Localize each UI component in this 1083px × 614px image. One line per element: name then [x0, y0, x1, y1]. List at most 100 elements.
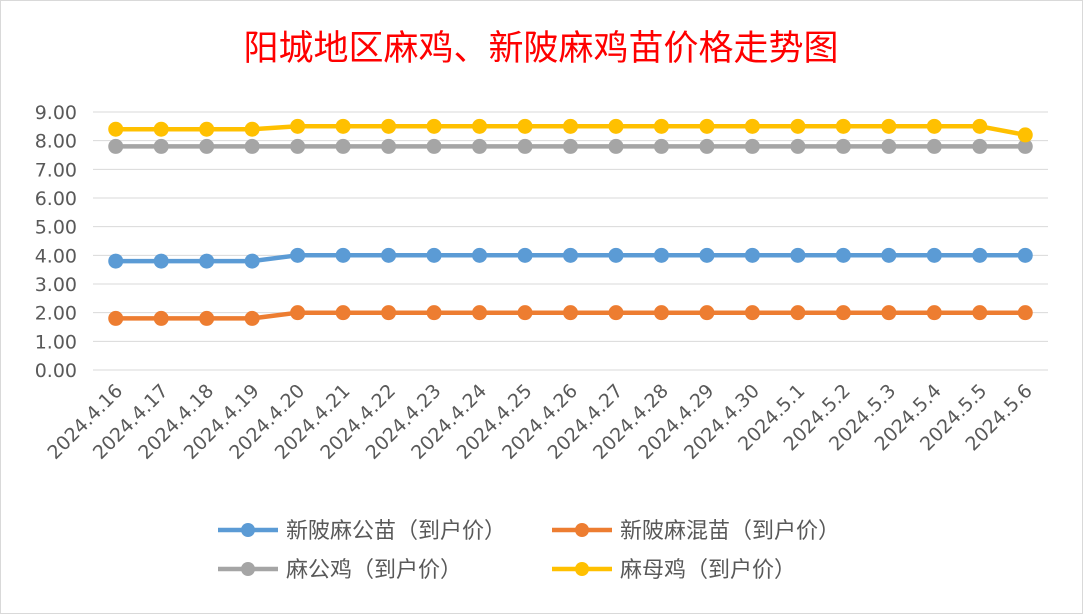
data-point: [1017, 127, 1033, 143]
y-tick-label: 7.00: [35, 159, 77, 181]
data-point: [835, 138, 851, 154]
data-point: [972, 305, 988, 321]
data-point: [744, 138, 760, 154]
legend-label: 新陂麻混苗（到户价）: [620, 519, 840, 544]
data-point: [517, 118, 533, 134]
data-point: [653, 305, 669, 321]
data-point: [881, 118, 897, 134]
data-point: [244, 253, 260, 269]
data-point: [563, 305, 578, 321]
y-tick-label: 2.00: [35, 303, 77, 325]
data-point: [563, 138, 578, 154]
legend-label: 麻母鸡（到户价）: [620, 558, 796, 583]
legend-label: 麻公鸡（到户价）: [286, 558, 462, 583]
data-point: [608, 305, 624, 321]
data-point: [835, 118, 851, 134]
data-point: [608, 118, 624, 134]
data-point: [926, 305, 942, 321]
data-point: [744, 247, 760, 263]
y-tick-label: 0.00: [35, 360, 77, 382]
data-point: [290, 118, 306, 134]
data-point: [790, 247, 806, 263]
data-point: [426, 305, 442, 321]
data-point: [426, 118, 442, 134]
data-point: [881, 247, 897, 263]
data-point: [244, 121, 260, 137]
data-point: [199, 253, 215, 269]
legend-label: 新陂麻公苗（到户价）: [286, 519, 506, 544]
data-point: [972, 118, 988, 134]
data-point: [608, 247, 624, 263]
data-point: [790, 305, 806, 321]
data-point: [153, 253, 169, 269]
data-point: [335, 247, 351, 263]
data-point: [290, 247, 306, 263]
y-tick-label: 9.00: [35, 102, 77, 124]
data-point: [335, 118, 351, 134]
data-point: [381, 305, 397, 321]
legend-swatch-marker: [575, 562, 589, 576]
y-tick-label: 5.00: [35, 217, 77, 239]
data-point: [108, 138, 124, 154]
data-point: [972, 138, 988, 154]
data-point: [472, 138, 488, 154]
data-point: [744, 118, 760, 134]
data-point: [426, 138, 442, 154]
data-point: [790, 118, 806, 134]
data-point: [472, 118, 488, 134]
data-point: [108, 310, 124, 326]
data-point: [926, 247, 942, 263]
data-point: [699, 118, 715, 134]
data-point: [472, 305, 488, 321]
data-point: [835, 305, 851, 321]
chart-title: 阳城地区麻鸡、新陂麻鸡苗价格走势图: [243, 29, 838, 69]
data-point: [653, 118, 669, 134]
data-point: [563, 118, 578, 134]
data-point: [381, 118, 397, 134]
data-point: [290, 305, 306, 321]
data-point: [199, 138, 215, 154]
data-point: [290, 138, 306, 154]
data-point: [335, 305, 351, 321]
data-point: [881, 138, 897, 154]
y-tick-label: 1.00: [35, 331, 77, 353]
data-point: [608, 138, 624, 154]
series-lines: [108, 118, 1033, 326]
data-point: [426, 247, 442, 263]
data-point: [1017, 305, 1033, 321]
data-point: [699, 138, 715, 154]
y-axis: 0.00 1.00 2.00 3.00 4.00 5.00 6.00 7.00 8.00 9.00: [35, 102, 77, 382]
data-point: [881, 305, 897, 321]
data-point: [517, 305, 533, 321]
legend-swatch-marker: [241, 562, 255, 576]
y-tick-label: 3.00: [35, 274, 77, 296]
data-point: [381, 247, 397, 263]
data-point: [153, 138, 169, 154]
data-point: [108, 253, 124, 269]
data-point: [699, 247, 715, 263]
data-point: [472, 247, 488, 263]
legend: 新陂麻公苗（到户价） 新陂麻混苗（到户价） 麻公鸡（到户价） 麻母鸡（到户价）: [218, 519, 840, 583]
y-tick-label: 6.00: [35, 188, 77, 210]
data-point: [699, 305, 715, 321]
data-point: [153, 121, 169, 137]
data-point: [108, 121, 124, 137]
data-point: [653, 247, 669, 263]
data-point: [335, 138, 351, 154]
data-point: [744, 305, 760, 321]
data-point: [1017, 247, 1033, 263]
legend-swatch-marker: [241, 523, 255, 537]
data-point: [563, 247, 578, 263]
data-point: [835, 247, 851, 263]
data-point: [926, 138, 942, 154]
data-point: [926, 118, 942, 134]
data-point: [972, 247, 988, 263]
data-point: [790, 138, 806, 154]
data-point: [199, 310, 215, 326]
data-point: [199, 121, 215, 137]
data-point: [244, 310, 260, 326]
y-tick-label: 4.00: [35, 245, 77, 267]
y-tick-label: 8.00: [35, 131, 77, 153]
